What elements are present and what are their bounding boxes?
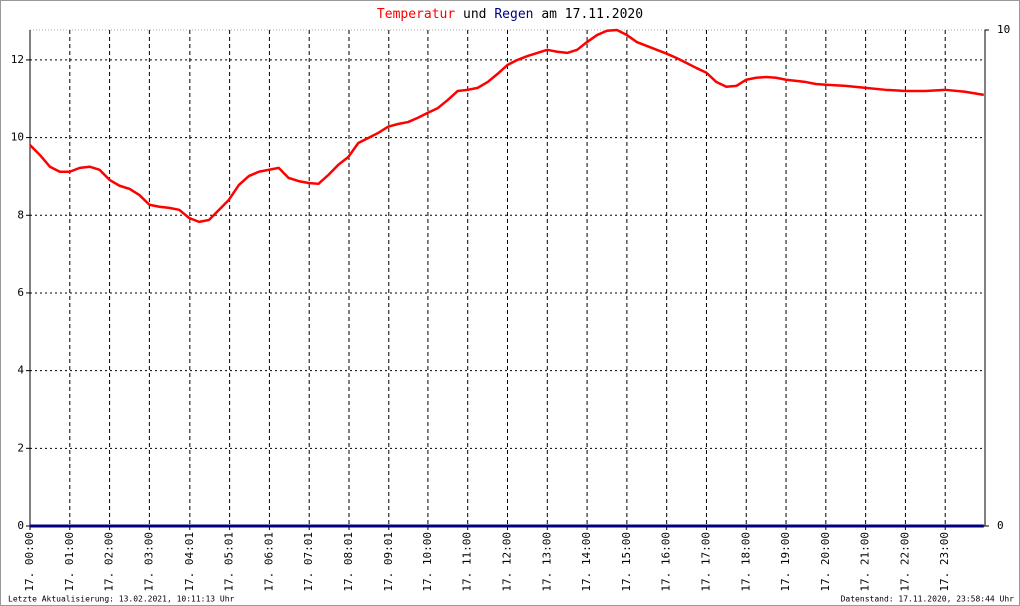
chart-title: Temperatur und Regen am 17.11.2020 (377, 7, 643, 22)
y2-tick-label: 0 (997, 519, 1004, 532)
x-tick-label: 17. 15:00 (620, 532, 633, 592)
y-tick-label: 10 (11, 131, 24, 144)
x-tick-label: 17. 10:00 (421, 532, 434, 592)
title-part: am 17.11.2020 (541, 7, 643, 22)
y-tick-label: 2 (17, 441, 24, 454)
x-tick-label: 17. 19:00 (779, 532, 792, 592)
x-tick-label: 17. 21:00 (859, 532, 872, 592)
x-tick-label: 17. 08:01 (342, 532, 355, 592)
title-part: Temperatur (377, 7, 455, 22)
x-tick-label: 17. 11:00 (461, 532, 474, 592)
x-tick-label: 17. 16:00 (660, 532, 673, 592)
data-line (29, 28, 985, 224)
y2-tick-label: 10 (997, 23, 1010, 36)
x-tick-label: 17. 01:00 (63, 532, 76, 592)
x-tick-label: 17. 05:01 (223, 532, 236, 592)
x-tick-label: 17. 06:01 (262, 532, 275, 592)
x-tick-label: 17. 14:00 (580, 532, 593, 592)
y-tick-label: 12 (11, 53, 24, 66)
y-tick-label: 0 (17, 519, 24, 532)
y-tick-label: 8 (17, 208, 24, 221)
y-tick-label: 4 (17, 364, 24, 377)
title-part: Regen (494, 7, 533, 22)
x-tick-label: 17. 22:00 (898, 532, 911, 592)
y-tick-label: 6 (17, 286, 24, 299)
x-tick-label: 17. 13:00 (540, 532, 553, 592)
x-tick-label: 17. 18:00 (739, 532, 752, 592)
x-tick-label: 17. 03:00 (142, 532, 155, 592)
x-tick-label: 17. 04:01 (183, 532, 196, 592)
x-tick-label: 17. 23:00 (938, 532, 951, 592)
title-part: und (463, 7, 486, 22)
footer-left: Letzte Aktualisierung: 13.02.2021, 10:11… (8, 595, 235, 604)
footer-right: Datenstand: 17.11.2020, 23:58:44 Uhr (841, 595, 1015, 604)
x-tick-label: 17. 00:00 (23, 532, 36, 592)
x-tick-label: 17. 02:00 (103, 532, 116, 592)
x-tick-label: 17. 12:00 (501, 532, 514, 592)
x-tick-label: 17. 20:00 (819, 532, 832, 592)
x-tick-label: 17. 17:00 (699, 532, 712, 592)
x-tick-label: 17. 07:01 (302, 532, 315, 592)
x-tick-label: 17. 09:01 (382, 532, 395, 592)
